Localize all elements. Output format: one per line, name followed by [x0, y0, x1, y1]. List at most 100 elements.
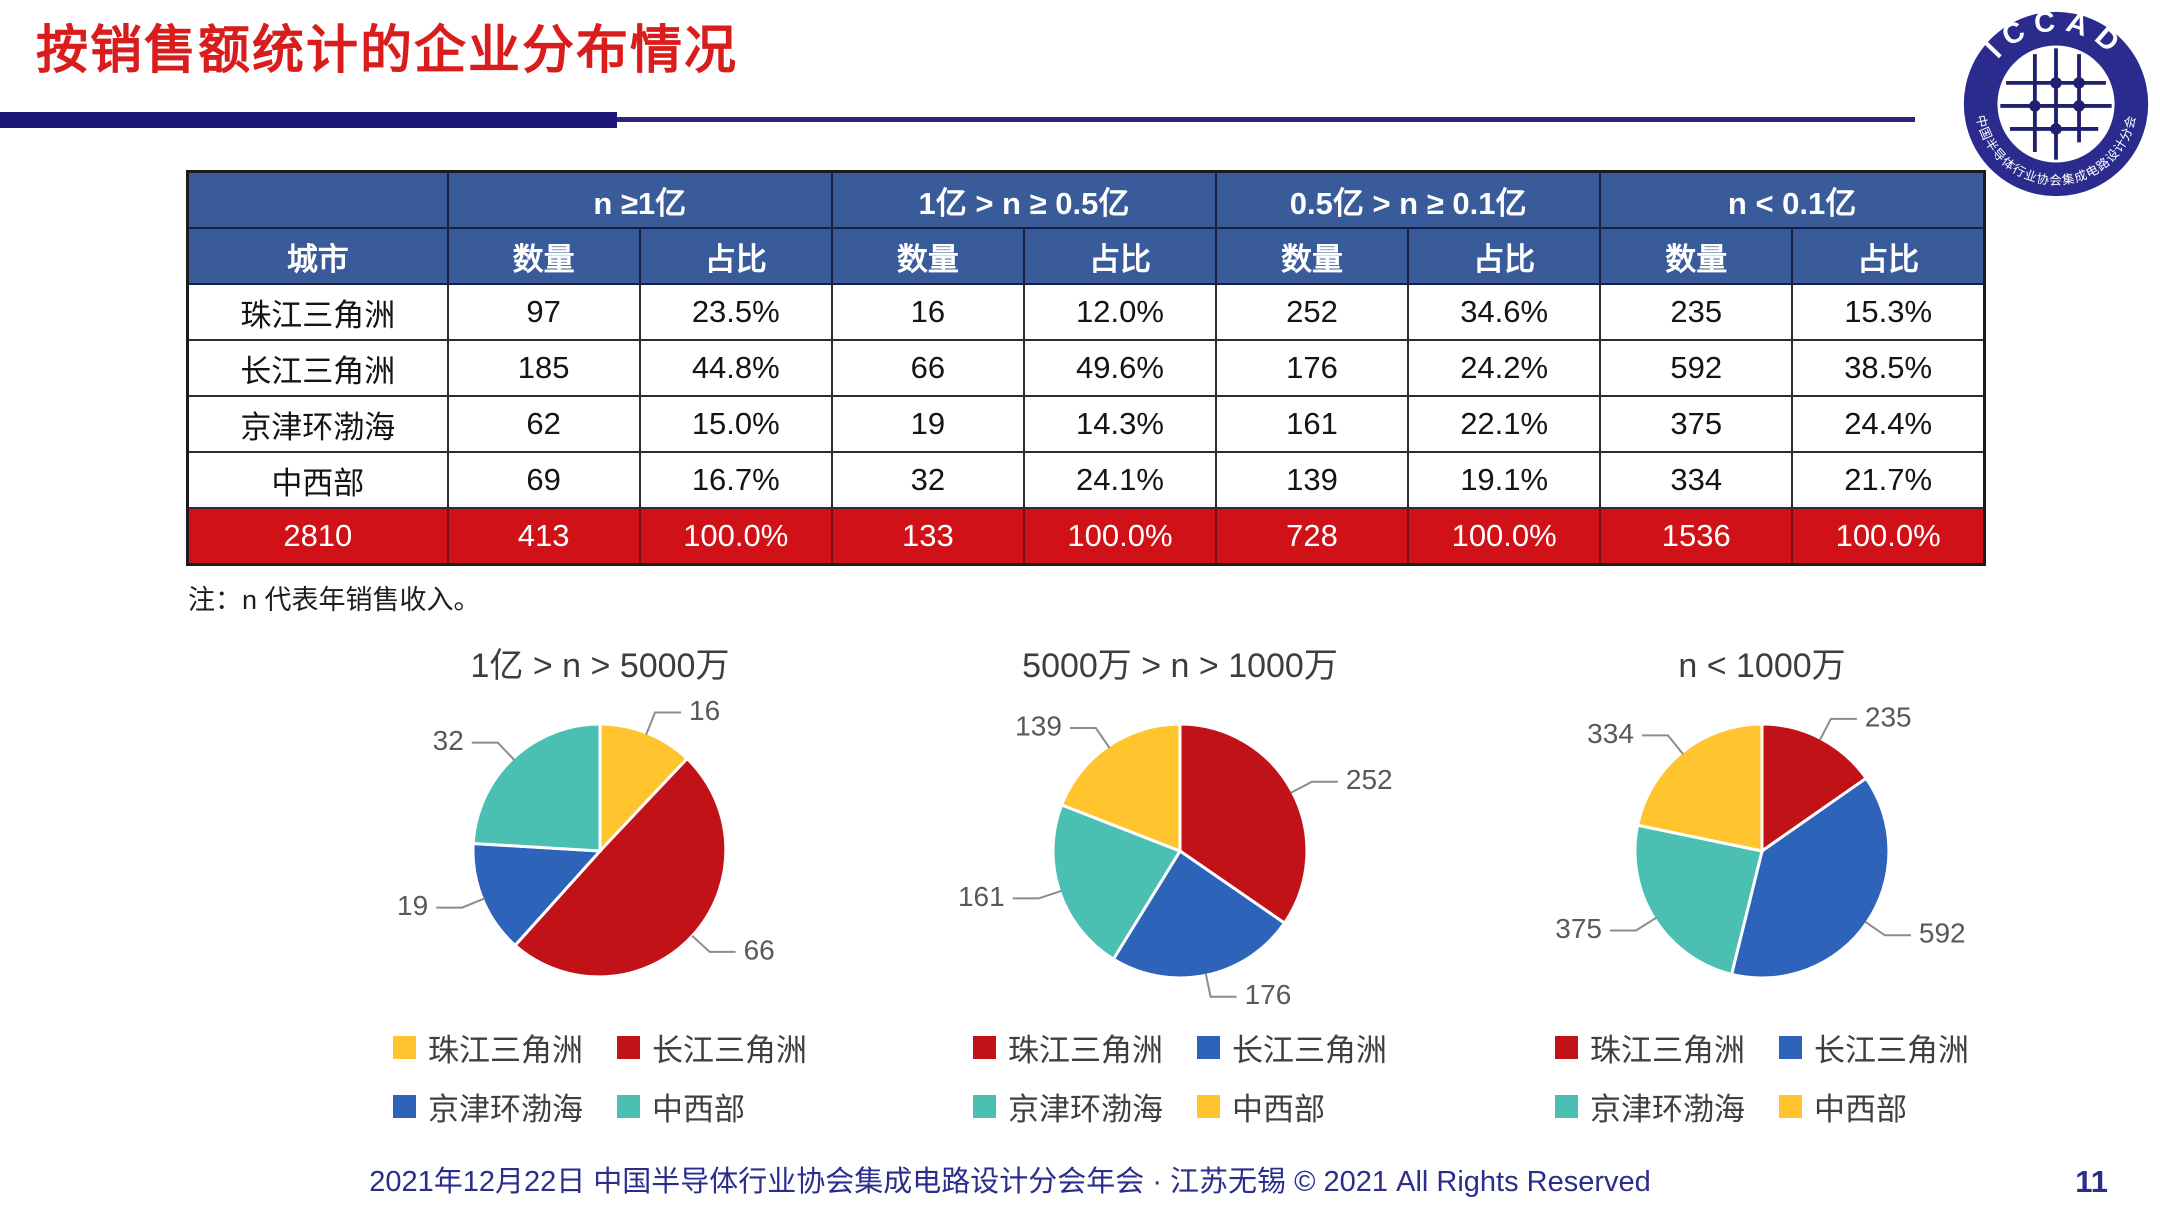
legend-item: 珠江三角洲 [973, 1025, 1163, 1070]
table-row: 京津环渤海 62 15.0% 19 14.3% 161 22.1% 375 24.4% [186, 395, 1986, 453]
slice-value-label: 375 [1555, 913, 1602, 944]
legend-swatch-icon [617, 1036, 640, 1059]
total-value-cell: 1536 [1599, 507, 1794, 566]
value-cell: 62 [446, 395, 641, 453]
pie-chart-1: 1亿 > n > 5000万 16 66 19 32 珠江三角洲 长江三角洲 京津环渤海 中西部 [290, 638, 910, 1129]
table-footnote: 注：n 代表年销售收入。 [188, 585, 481, 615]
value-cell: 185 [446, 339, 641, 397]
value-cell: 16.7% [638, 451, 833, 509]
value-cell: 15.0% [638, 395, 833, 453]
pie-chart-3: n < 1000万 235 592 375 334 珠江三角洲 长江三角洲 京津环渤海 中西部 [1452, 638, 2072, 1129]
legend-item: 长江三角洲 [617, 1025, 807, 1070]
value-cell: 97 [446, 283, 641, 341]
total-city-cell: 2810 [186, 507, 449, 566]
legend-item: 京津环渤海 [393, 1084, 583, 1129]
table-subheader-count: 数量 [1599, 227, 1794, 285]
label-leader-line [1641, 734, 1684, 755]
legend-label: 珠江三角洲 [1008, 1033, 1163, 1068]
city-cell: 京津环渤海 [186, 395, 449, 453]
value-cell: 252 [1214, 283, 1410, 341]
value-cell: 15.3% [1791, 283, 1986, 341]
logo-circuit-nodes [2029, 77, 2085, 135]
legend-swatch-icon [617, 1095, 640, 1118]
total-value-cell: 100.0% [1791, 507, 1986, 566]
slice-value-label: 161 [958, 881, 1005, 912]
legend-item: 中西部 [1779, 1084, 1969, 1129]
value-cell: 235 [1599, 283, 1794, 341]
legend-item: 长江三角洲 [1779, 1025, 1969, 1070]
value-cell: 176 [1214, 339, 1410, 397]
chart-title: 5000万 > n > 1000万 [1022, 647, 1338, 685]
pie-svg: 16 66 19 32 [397, 695, 775, 979]
label-leader-line [691, 934, 736, 953]
legend-label: 长江三角洲 [1232, 1033, 1387, 1068]
total-value-cell: 133 [830, 507, 1025, 566]
page-number: 11 [2075, 1164, 2108, 1199]
table-group-header: 1亿 > n ≥ 0.5亿 [830, 170, 1218, 229]
value-cell: 139 [1214, 451, 1410, 509]
legend-swatch-icon [973, 1095, 996, 1118]
table-subheader-count: 数量 [446, 227, 641, 285]
value-cell: 19.1% [1407, 451, 1602, 509]
table-row: 长江三角洲 185 44.8% 66 49.6% 176 24.2% 592 38.5% [186, 339, 1986, 397]
pie-svg: 252 176 161 139 [958, 710, 1393, 1010]
value-cell: 592 [1599, 339, 1794, 397]
value-cell: 32 [830, 451, 1025, 509]
slice-value-label: 252 [1346, 764, 1393, 795]
legend-label: 京津环渤海 [1590, 1092, 1745, 1127]
table-total-row: 2810 413 100.0% 133 100.0% 728 100.0% 1536 100.0… [186, 507, 1986, 566]
value-cell: 44.8% [638, 339, 833, 397]
title-underline-thick [0, 112, 617, 128]
slice-value-label: 176 [1245, 979, 1292, 1010]
legend-label: 中西部 [652, 1092, 745, 1127]
pie-legend: 珠江三角洲 长江三角洲 京津环渤海 中西部 [290, 1025, 910, 1129]
table-row: 珠江三角洲 97 23.5% 16 12.0% 252 34.6% 235 15.3% [186, 283, 1986, 341]
legend-label: 京津环渤海 [1008, 1092, 1163, 1127]
slice-value-label: 334 [1587, 718, 1634, 749]
chart-title: n < 1000万 [1678, 647, 1846, 685]
legend-label: 中西部 [1814, 1092, 1907, 1127]
value-cell: 334 [1599, 451, 1794, 509]
legend-swatch-icon [1555, 1095, 1578, 1118]
total-value-cell: 100.0% [1407, 507, 1602, 566]
table-subheader-city: 城市 [186, 227, 449, 285]
title-underline-thin [617, 117, 1915, 122]
value-cell: 24.4% [1791, 395, 1986, 453]
table-subheader-count: 数量 [830, 227, 1025, 285]
value-cell: 49.6% [1022, 339, 1218, 397]
city-cell: 长江三角洲 [186, 339, 449, 397]
label-leader-line [1864, 920, 1911, 937]
footer-text: 2021年12月22日 中国半导体行业协会集成电路设计分会年会 · 江苏无锡 ©… [369, 1166, 1651, 1198]
label-leader-line [1069, 727, 1111, 749]
legend-swatch-icon [1779, 1036, 1802, 1059]
value-cell: 375 [1599, 395, 1794, 453]
label-leader-line [1610, 916, 1657, 932]
legend-item: 京津环渤海 [973, 1084, 1163, 1129]
legend-label: 长江三角洲 [1814, 1033, 1969, 1068]
table-group-header: n < 0.1亿 [1599, 170, 1986, 229]
table-subheader-share: 占比 [1407, 227, 1602, 285]
legend-swatch-icon [1555, 1036, 1578, 1059]
value-cell: 69 [446, 451, 641, 509]
label-leader-line [471, 741, 516, 761]
label-leader-line [1204, 973, 1237, 998]
value-cell: 66 [830, 339, 1025, 397]
value-cell: 23.5% [638, 283, 833, 341]
table-subheader-share: 占比 [1022, 227, 1218, 285]
city-cell: 珠江三角洲 [186, 283, 449, 341]
total-value-cell: 728 [1214, 507, 1410, 566]
value-cell: 22.1% [1407, 395, 1602, 453]
total-value-cell: 100.0% [638, 507, 833, 566]
iccad-logo: ICCAD 中国半导体行业协会集成电路设计分会 [1960, 5, 2152, 200]
value-cell: 16 [830, 283, 1025, 341]
distribution-table: n ≥1亿 1亿 > n ≥ 0.5亿 0.5亿 > n ≥ 0.1亿 n < 0.1… [186, 170, 1986, 566]
legend-item: 珠江三角洲 [1555, 1025, 1745, 1070]
slice-value-label: 235 [1865, 701, 1912, 732]
pie-legend: 珠江三角洲 长江三角洲京津环渤海 中西部 [870, 1025, 1490, 1129]
slice-value-label: 19 [397, 890, 428, 921]
legend-item: 中西部 [1197, 1084, 1387, 1129]
total-value-cell: 413 [446, 507, 641, 566]
table-corner-cell [186, 170, 449, 229]
legend-item: 珠江三角洲 [393, 1025, 583, 1070]
